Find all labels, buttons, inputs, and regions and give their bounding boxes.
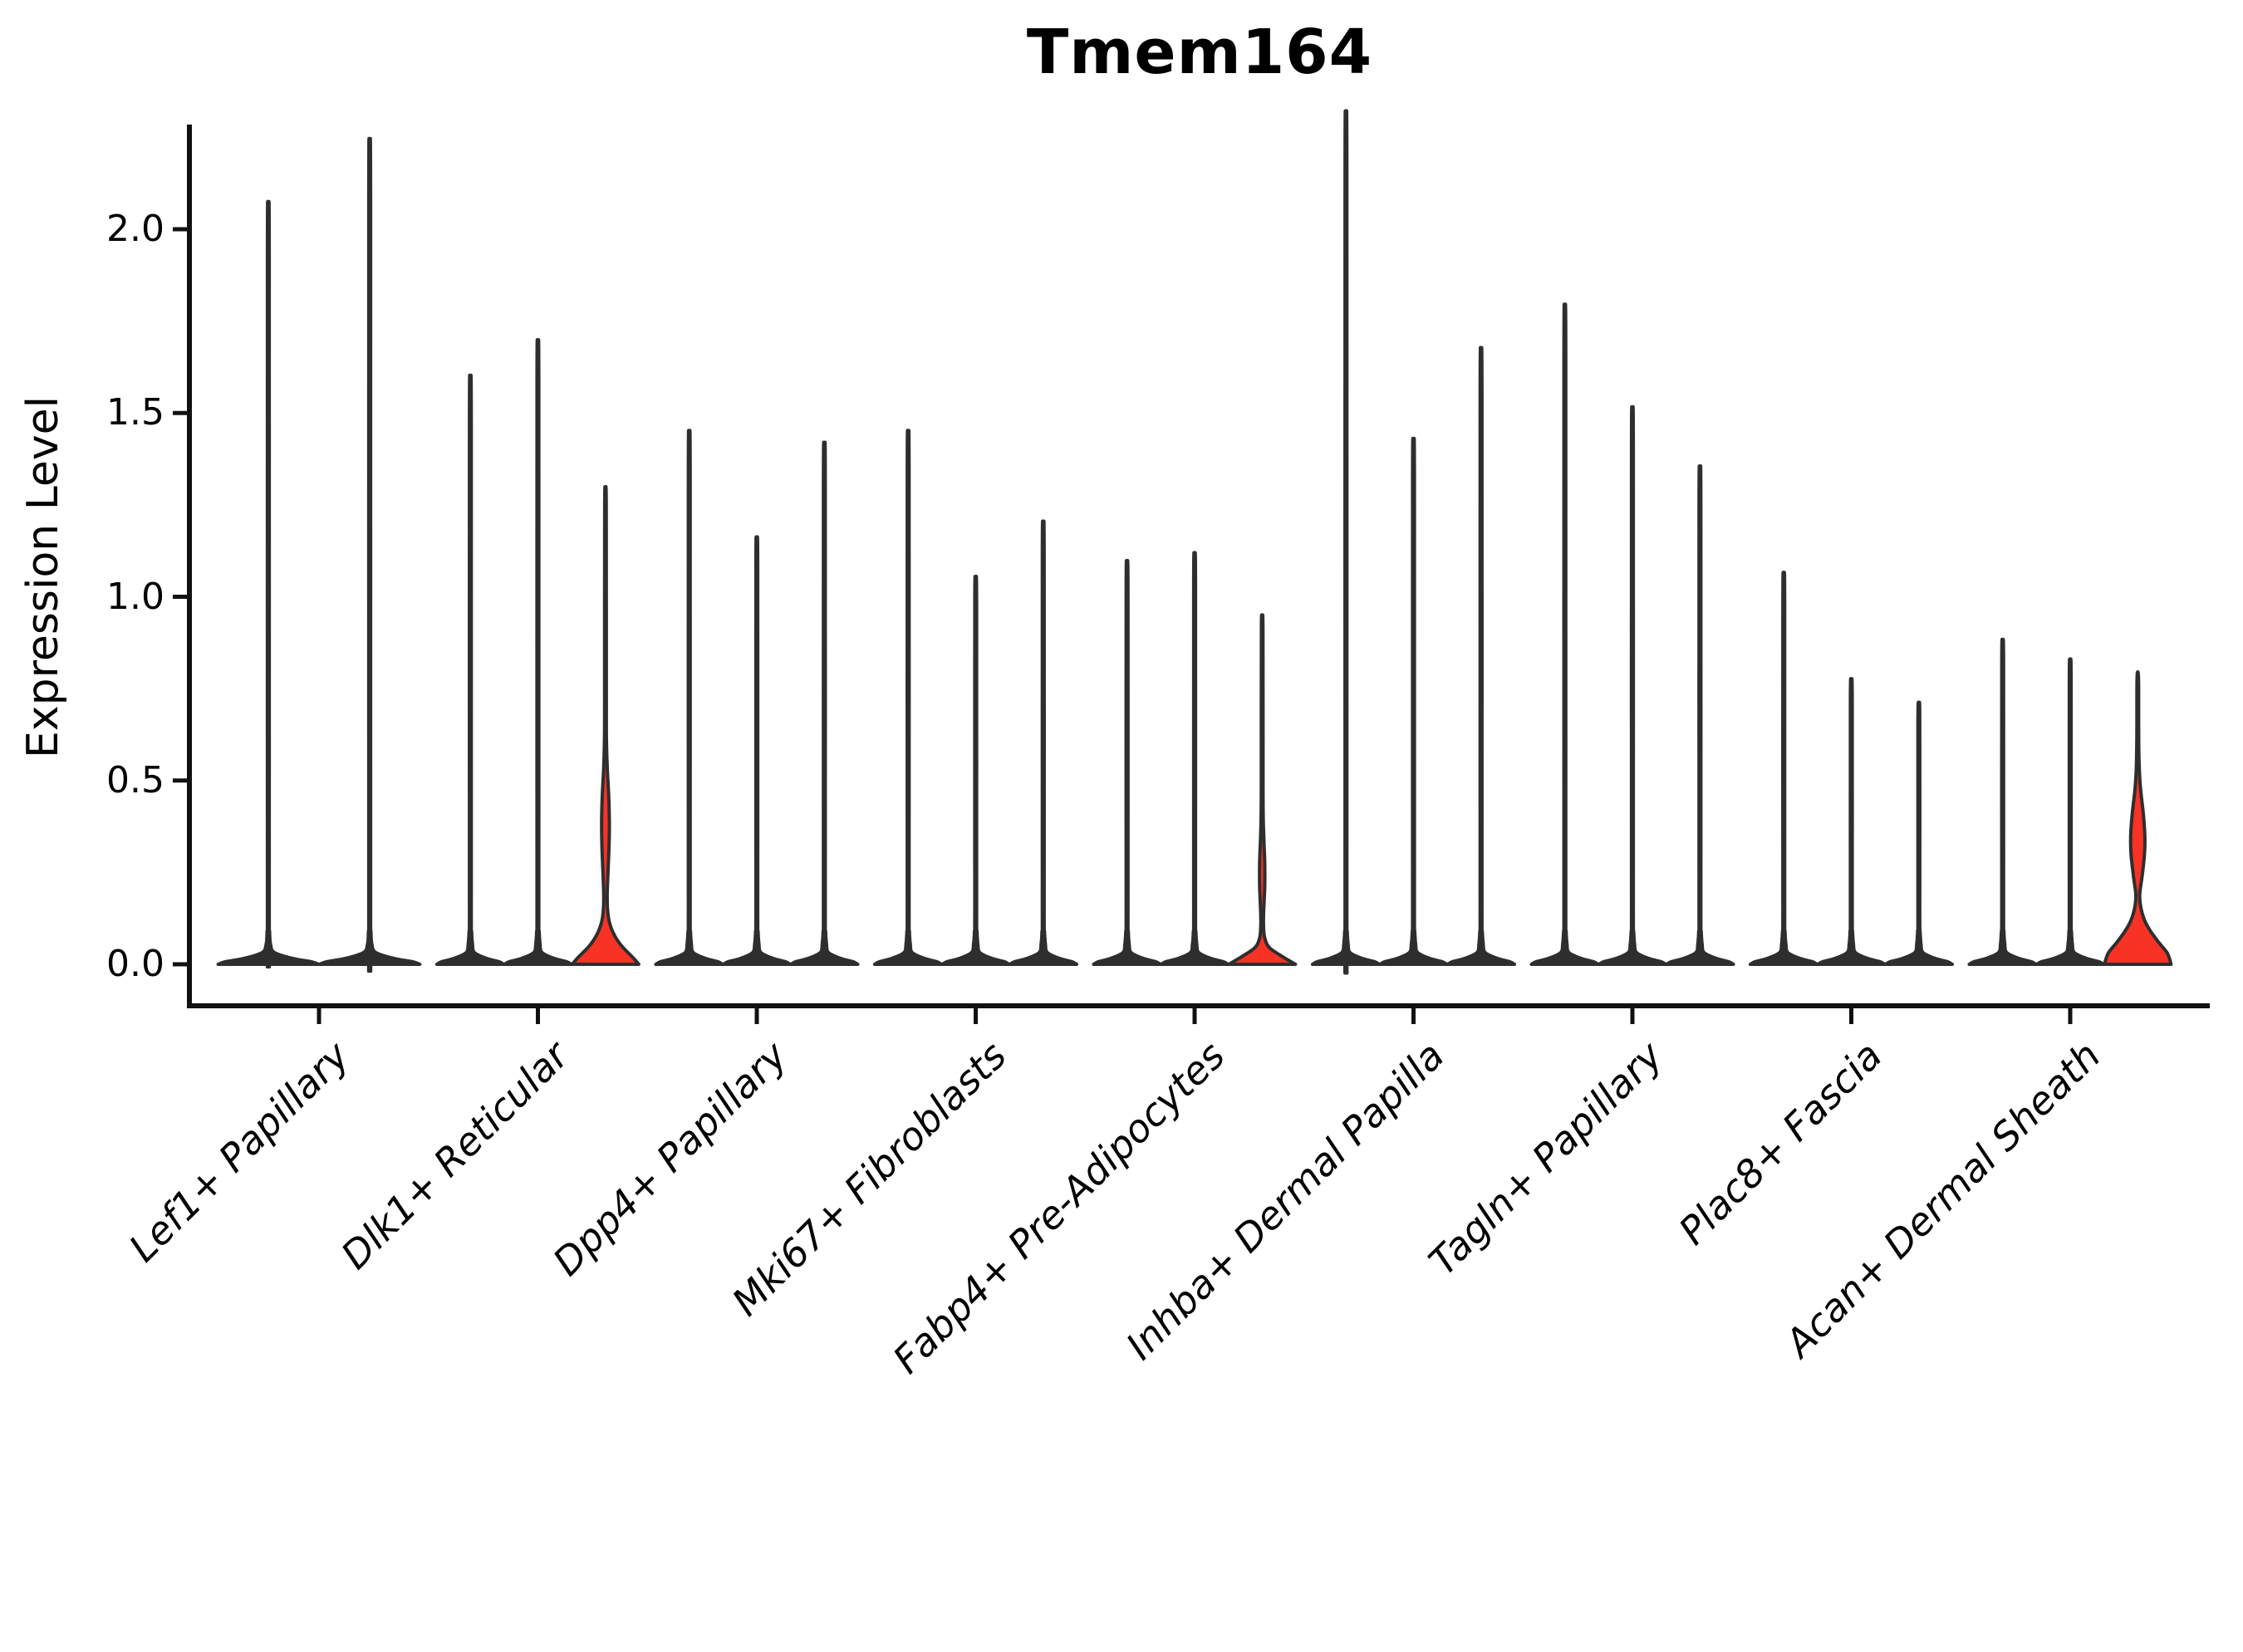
violin <box>1159 551 1230 966</box>
violin <box>1816 677 1887 966</box>
violin <box>2034 657 2106 966</box>
y-tick-label: 0.0 <box>106 943 164 985</box>
y-tick-label: 0.5 <box>106 758 164 801</box>
violin <box>872 429 944 966</box>
violin <box>317 136 422 973</box>
violin <box>216 199 321 969</box>
violin <box>1967 637 2038 966</box>
violin <box>2103 669 2173 966</box>
violin <box>1748 571 1819 966</box>
y-tick-label: 2.0 <box>106 208 164 250</box>
violin <box>654 429 724 966</box>
violin <box>789 440 860 966</box>
violin <box>940 575 1011 966</box>
violin <box>1092 559 1162 966</box>
violin <box>1665 464 1735 966</box>
y-tick-label: 1.0 <box>106 575 164 618</box>
violin <box>1529 302 1600 966</box>
violin <box>434 373 506 966</box>
violin <box>503 338 573 966</box>
violin <box>1445 346 1517 966</box>
violin <box>570 485 641 966</box>
violin-plot-canvas <box>173 109 2210 1024</box>
violin <box>721 535 793 966</box>
violin <box>1378 436 1449 966</box>
violin <box>1310 109 1382 975</box>
violin <box>1597 404 1668 966</box>
violin <box>1883 700 1955 966</box>
violin <box>1227 613 1298 966</box>
violin <box>1008 519 1079 966</box>
y-tick-label: 1.5 <box>106 391 164 434</box>
chart-title: Tmem164 <box>1026 17 1373 88</box>
